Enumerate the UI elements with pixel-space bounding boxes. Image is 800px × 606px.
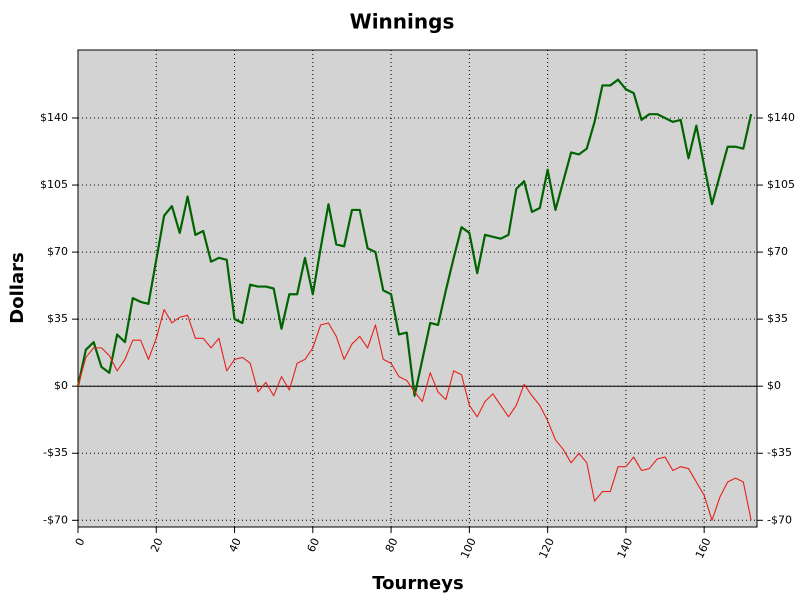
y-tick-label: -$70 <box>43 513 68 526</box>
chart-title: Winnings <box>350 10 455 34</box>
x-tick-label: 100 <box>458 536 479 561</box>
y-tick-label-right: -$70 <box>767 513 792 526</box>
x-axis-label: Tourneys <box>372 573 463 594</box>
x-tick-label: 40 <box>226 536 244 554</box>
y-tick-label: -$35 <box>43 446 68 459</box>
y-tick-label-right: $35 <box>767 312 788 325</box>
series-line <box>77 309 752 521</box>
y-tick-label: $70 <box>47 245 68 258</box>
y-tick-label-right: $105 <box>767 178 795 191</box>
y-tick-label: $35 <box>47 312 68 325</box>
y-tick-label: $105 <box>40 178 68 191</box>
x-tick-label: 140 <box>615 536 636 561</box>
y-tick-label-right: -$35 <box>767 446 792 459</box>
x-tick-label: 0 <box>73 536 88 548</box>
x-tick-label: 160 <box>693 536 714 561</box>
y-axis-label: Dollars <box>7 252 28 323</box>
y-tick-label: $0 <box>54 379 68 392</box>
x-tick-label: 80 <box>383 536 401 554</box>
y-tick-label: $140 <box>40 111 68 124</box>
x-tick-label: 120 <box>536 536 557 561</box>
y-tick-label-right: $0 <box>767 379 781 392</box>
series-line <box>76 78 753 397</box>
x-tick-label: 20 <box>148 536 166 554</box>
y-tick-label-right: $70 <box>767 245 788 258</box>
y-tick-label-right: $140 <box>767 111 795 124</box>
plot-area <box>77 49 758 528</box>
x-tick-label: 60 <box>305 536 323 554</box>
